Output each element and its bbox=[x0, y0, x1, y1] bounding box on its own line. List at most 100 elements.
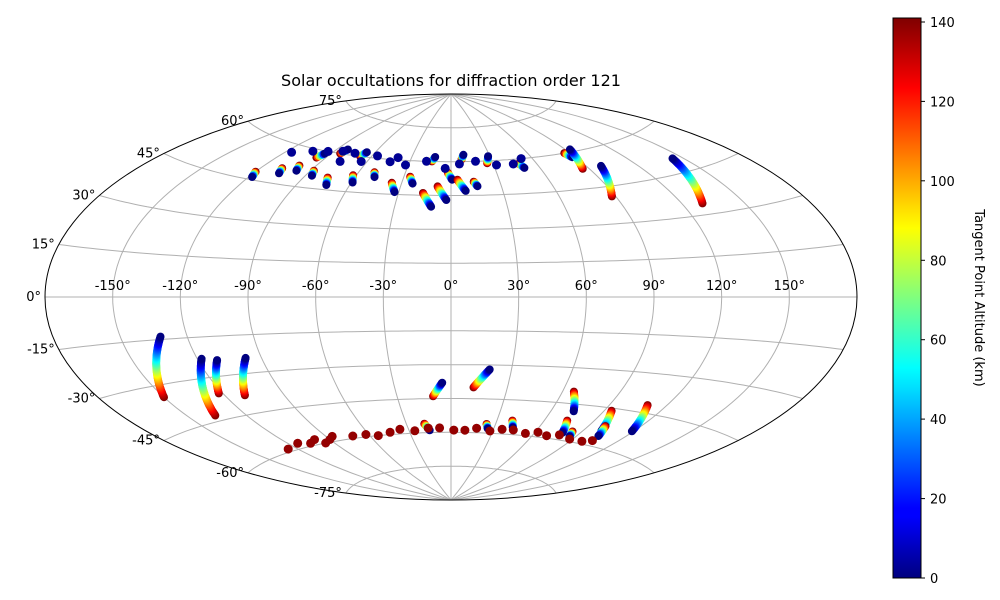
latitude-tick-label: 30° bbox=[72, 189, 95, 204]
occultation-point bbox=[390, 188, 399, 197]
colorbar bbox=[892, 17, 922, 579]
occultation-point bbox=[356, 157, 366, 166]
occultation-point bbox=[335, 156, 345, 166]
latitude-tick-label: 60° bbox=[221, 114, 244, 129]
occultation-point bbox=[442, 196, 451, 204]
occultation-point bbox=[565, 145, 574, 154]
latitude-tick-label: 0° bbox=[26, 290, 41, 305]
latitude-tick-label: 75° bbox=[319, 94, 342, 109]
occultation-point bbox=[594, 432, 603, 440]
longitude-gridline bbox=[112, 94, 452, 500]
occultation-point bbox=[275, 169, 283, 178]
occultation-point bbox=[471, 156, 480, 166]
occultation-point bbox=[248, 173, 257, 181]
longitude-tick-label: 30° bbox=[507, 279, 530, 294]
latitude-tick-label: 15° bbox=[32, 238, 55, 253]
occultation-point bbox=[554, 430, 564, 440]
colorbar-ticks: 0 20 40 60 80 100 120 140 bbox=[921, 16, 955, 587]
occultation-point bbox=[438, 378, 447, 387]
colorbar-tick-label: 120 bbox=[930, 95, 955, 110]
occultation-point bbox=[325, 435, 335, 444]
longitude-gridline bbox=[450, 94, 790, 500]
occultation-point bbox=[440, 163, 450, 173]
occultation-point bbox=[385, 427, 395, 437]
occultation-point bbox=[492, 160, 501, 170]
colorbar-tick-label: 40 bbox=[930, 413, 947, 428]
latitude-tick-label: -45° bbox=[132, 434, 160, 449]
occultation-point bbox=[627, 427, 636, 436]
colorbar-tick-label: 60 bbox=[930, 334, 947, 349]
occultation-point bbox=[460, 425, 470, 435]
occultation-point bbox=[310, 435, 319, 445]
occultation-point bbox=[435, 423, 445, 433]
colorbar-tick-label: 80 bbox=[930, 254, 947, 269]
latitude-tick-label: -60° bbox=[216, 466, 244, 481]
occultation-point bbox=[520, 163, 529, 172]
occultation-point bbox=[485, 365, 494, 374]
longitude-tick-label: -150° bbox=[95, 279, 131, 294]
occultation-point bbox=[283, 444, 293, 454]
occultation-point bbox=[422, 156, 431, 166]
occultation-point bbox=[322, 181, 331, 189]
occultation-point bbox=[459, 150, 468, 159]
longitude-tick-label: -90° bbox=[234, 279, 262, 294]
colorbar-tick-label: 20 bbox=[930, 493, 947, 508]
occultation-point bbox=[431, 153, 440, 161]
latitude-tick-label: -30° bbox=[68, 392, 96, 407]
occultation-point bbox=[427, 202, 436, 211]
longitude-tick-labels: -150° -120° -90° -60° -30° 0° 30° 60° 90° 120° 150… bbox=[95, 279, 805, 294]
longitude-gridline bbox=[450, 94, 587, 500]
occultation-point bbox=[348, 178, 357, 187]
occultation-point bbox=[385, 157, 395, 167]
occultation-point bbox=[361, 430, 371, 439]
longitude-tick-label: 120° bbox=[706, 279, 737, 294]
latitude-tick-label: 45° bbox=[137, 147, 160, 162]
occultation-point bbox=[308, 146, 318, 156]
occultation-point bbox=[241, 353, 250, 362]
occultation-point bbox=[307, 171, 316, 180]
occultation-point bbox=[565, 434, 575, 444]
longitude-gridline bbox=[382, 94, 452, 500]
occultation-point bbox=[323, 146, 333, 156]
occultation-point bbox=[362, 148, 371, 157]
occultation-point bbox=[370, 173, 379, 182]
chart-title: Solar occultations for diffraction order… bbox=[281, 71, 621, 90]
occultation-point bbox=[410, 426, 420, 436]
occultation-point bbox=[408, 179, 417, 188]
occultation-point bbox=[348, 431, 358, 441]
colorbar-tick-label: 140 bbox=[930, 16, 955, 31]
occultation-point bbox=[508, 159, 518, 169]
longitude-tick-label: -30° bbox=[369, 279, 397, 294]
occultation-point bbox=[484, 152, 493, 161]
occultation-points bbox=[152, 145, 707, 454]
longitude-gridline bbox=[179, 94, 452, 500]
longitude-gridline bbox=[315, 94, 452, 500]
colorbar-label: Tangent Point Altitude (km) bbox=[971, 208, 986, 386]
occultation-point bbox=[449, 425, 459, 435]
longitude-tick-label: -60° bbox=[302, 279, 330, 294]
occultation-point bbox=[533, 427, 543, 437]
occultation-point bbox=[395, 424, 405, 434]
colorbar-tick-label: 100 bbox=[930, 175, 955, 190]
occultation-point bbox=[461, 186, 470, 195]
latitude-tick-label: -75° bbox=[314, 486, 342, 501]
occultation-point bbox=[508, 425, 518, 435]
occultation-point bbox=[287, 147, 297, 157]
occultation-point bbox=[542, 431, 552, 441]
longitude-gridline bbox=[450, 94, 723, 500]
colorbar-tick-label: 0 bbox=[930, 572, 938, 587]
latitude-tick-labels: -75° -60° -45° -30° -15° 0° 15° 30° 45° 60° 75° bbox=[26, 94, 342, 501]
occultation-point bbox=[516, 154, 526, 164]
occultation-point bbox=[423, 423, 433, 433]
map-boundary bbox=[44, 93, 858, 501]
longitude-tick-label: 60° bbox=[575, 279, 598, 294]
occultation-point bbox=[393, 153, 403, 163]
occultation-point bbox=[197, 354, 206, 363]
occultation-point bbox=[350, 148, 360, 158]
occultation-point bbox=[454, 159, 464, 169]
occultation-point bbox=[473, 182, 482, 191]
occultation-point bbox=[668, 154, 677, 163]
occultation-point bbox=[213, 356, 222, 365]
longitude-tick-label: 0° bbox=[444, 279, 459, 294]
occultation-point bbox=[292, 166, 301, 175]
